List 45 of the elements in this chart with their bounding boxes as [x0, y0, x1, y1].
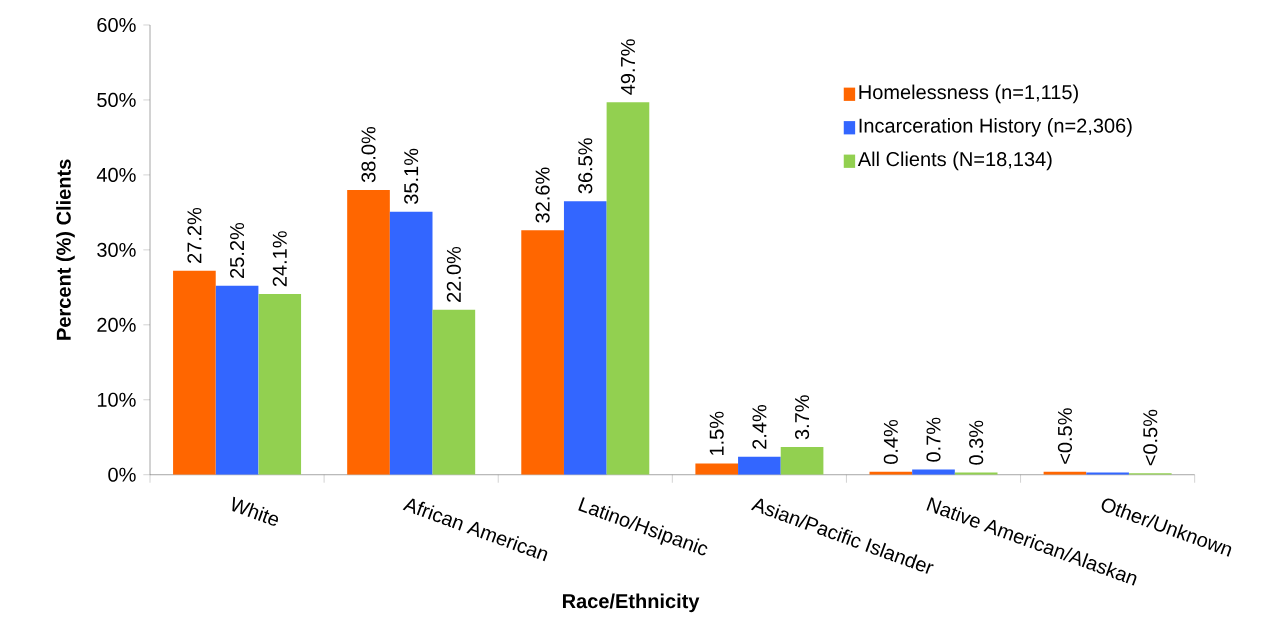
bar — [738, 456, 781, 475]
bar — [521, 230, 564, 475]
data-label: <0.5% — [1057, 408, 1073, 464]
data-label: 38.0% — [361, 126, 376, 183]
bar — [432, 309, 476, 475]
data-label: 35.1% — [404, 148, 419, 204]
bar — [347, 189, 390, 475]
data-label: 3.7% — [794, 395, 810, 440]
data-label: 2.4% — [752, 404, 767, 449]
y-tick-label: 20% — [97, 317, 136, 332]
bar — [215, 285, 259, 475]
legend-label: Homelessness (n=1,115) — [859, 84, 1078, 104]
data-label: 22.0% — [446, 246, 461, 302]
data-label: <0.5% — [1143, 409, 1158, 466]
legend-label: All Clients (N=18,134) — [857, 151, 1052, 171]
y-tick-label: 10% — [97, 392, 136, 407]
y-axis-title: Percent (%) Clients — [56, 159, 75, 340]
bar — [258, 294, 302, 475]
y-tick-label: 50% — [97, 92, 136, 108]
x-tick-label: White — [232, 496, 279, 526]
y-tick-label: 0% — [108, 467, 136, 482]
data-label: 25.2% — [229, 222, 245, 278]
y-tick-label: 60% — [97, 17, 136, 33]
data-label: 0.7% — [926, 417, 941, 462]
bar — [954, 472, 998, 475]
data-label: 0.3% — [969, 420, 984, 465]
bar — [1086, 472, 1129, 475]
data-label: 32.6% — [535, 167, 550, 223]
bar — [173, 270, 216, 475]
data-label: 36.5% — [578, 138, 593, 194]
y-tick-label: 40% — [96, 167, 136, 182]
data-label: 1.5% — [709, 411, 724, 456]
legend-label: Incarceration History (n=2,306) — [859, 118, 1132, 137]
bar — [780, 446, 824, 475]
bar — [389, 211, 433, 475]
data-label: 0.4% — [883, 419, 898, 465]
y-tick-label: 30% — [97, 242, 136, 257]
bar — [695, 463, 739, 475]
bar — [563, 201, 607, 475]
x-axis-title: Race/Ethnicity — [562, 593, 700, 613]
data-label: 49.7% — [620, 39, 636, 95]
bar — [606, 102, 650, 475]
bar — [912, 469, 955, 475]
data-label: 24.1% — [272, 231, 287, 287]
data-label: 27.2% — [187, 207, 202, 263]
